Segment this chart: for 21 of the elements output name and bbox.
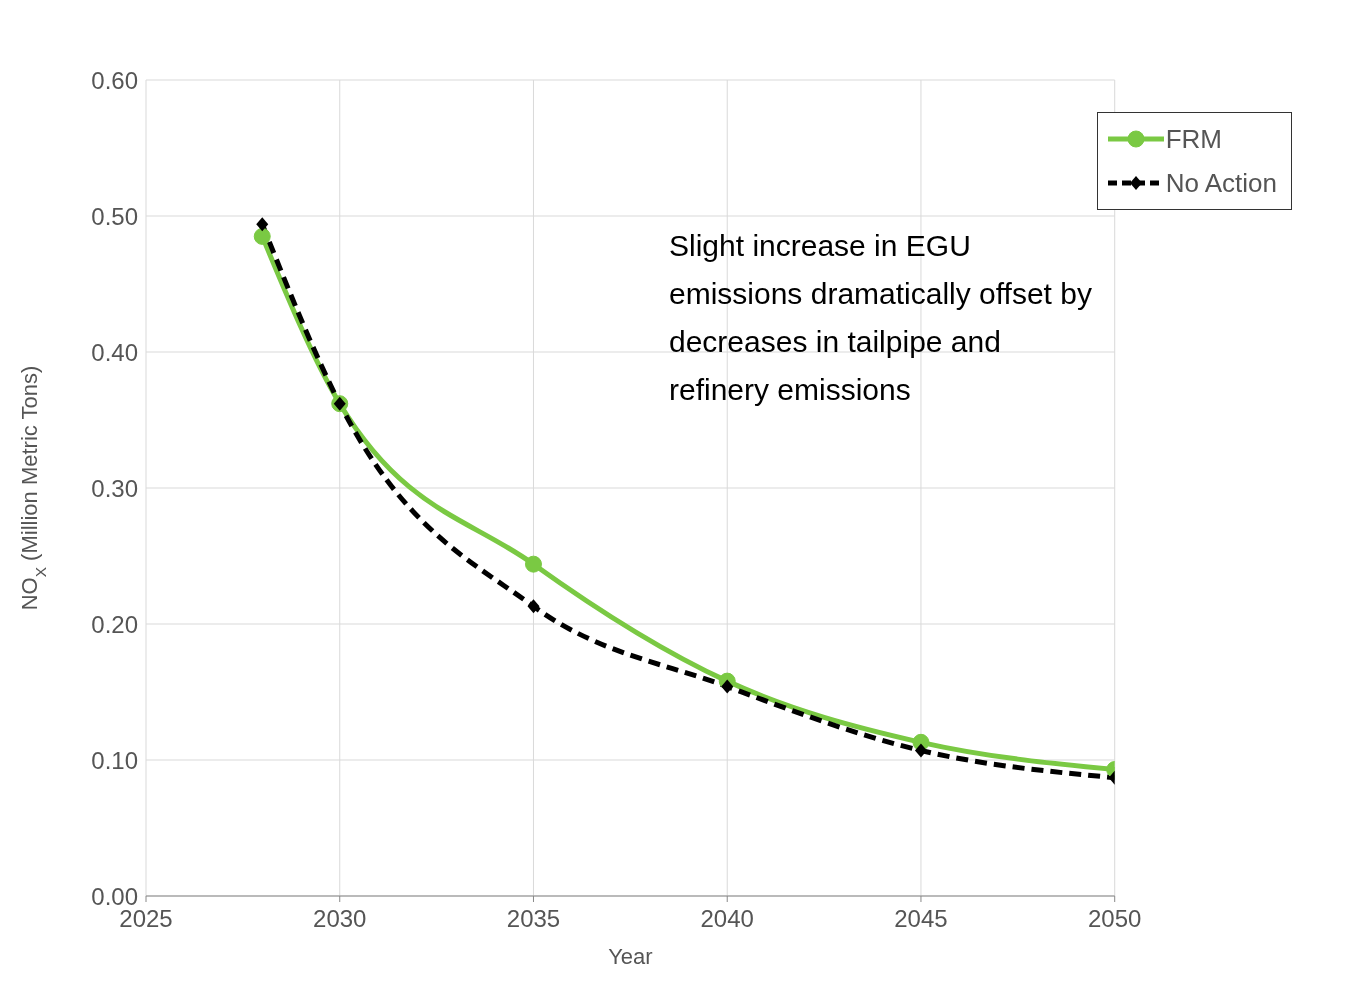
x-tick-label: 2035 [506,905,561,933]
point [721,679,734,694]
x-tick-label: 2030 [313,905,367,933]
x-tick-label: 2045 [894,905,948,933]
y-tick-label: 0.10 [91,746,138,774]
point [914,743,927,758]
x-tick-label: 2050 [1088,905,1142,933]
legend-label: FRM [1165,123,1223,156]
legend-label: No Action [1165,167,1277,200]
y-tick-label: 0.50 [91,202,138,230]
y-tick-label: 0.60 [91,66,138,94]
y-tick-label: 0.40 [91,338,138,366]
x-tick-label: 2040 [700,905,754,933]
point [253,227,271,245]
point [256,217,269,232]
x-axis-title: Year [608,944,653,969]
annotation: Slight increase in EGU emissions dramatically offset by decreases in tailpipe and refinery emissions [669,228,1093,408]
y-tick-label: 0.30 [91,474,138,502]
point [524,555,542,573]
y-tick-label: 0.20 [91,610,138,638]
point [527,599,540,614]
